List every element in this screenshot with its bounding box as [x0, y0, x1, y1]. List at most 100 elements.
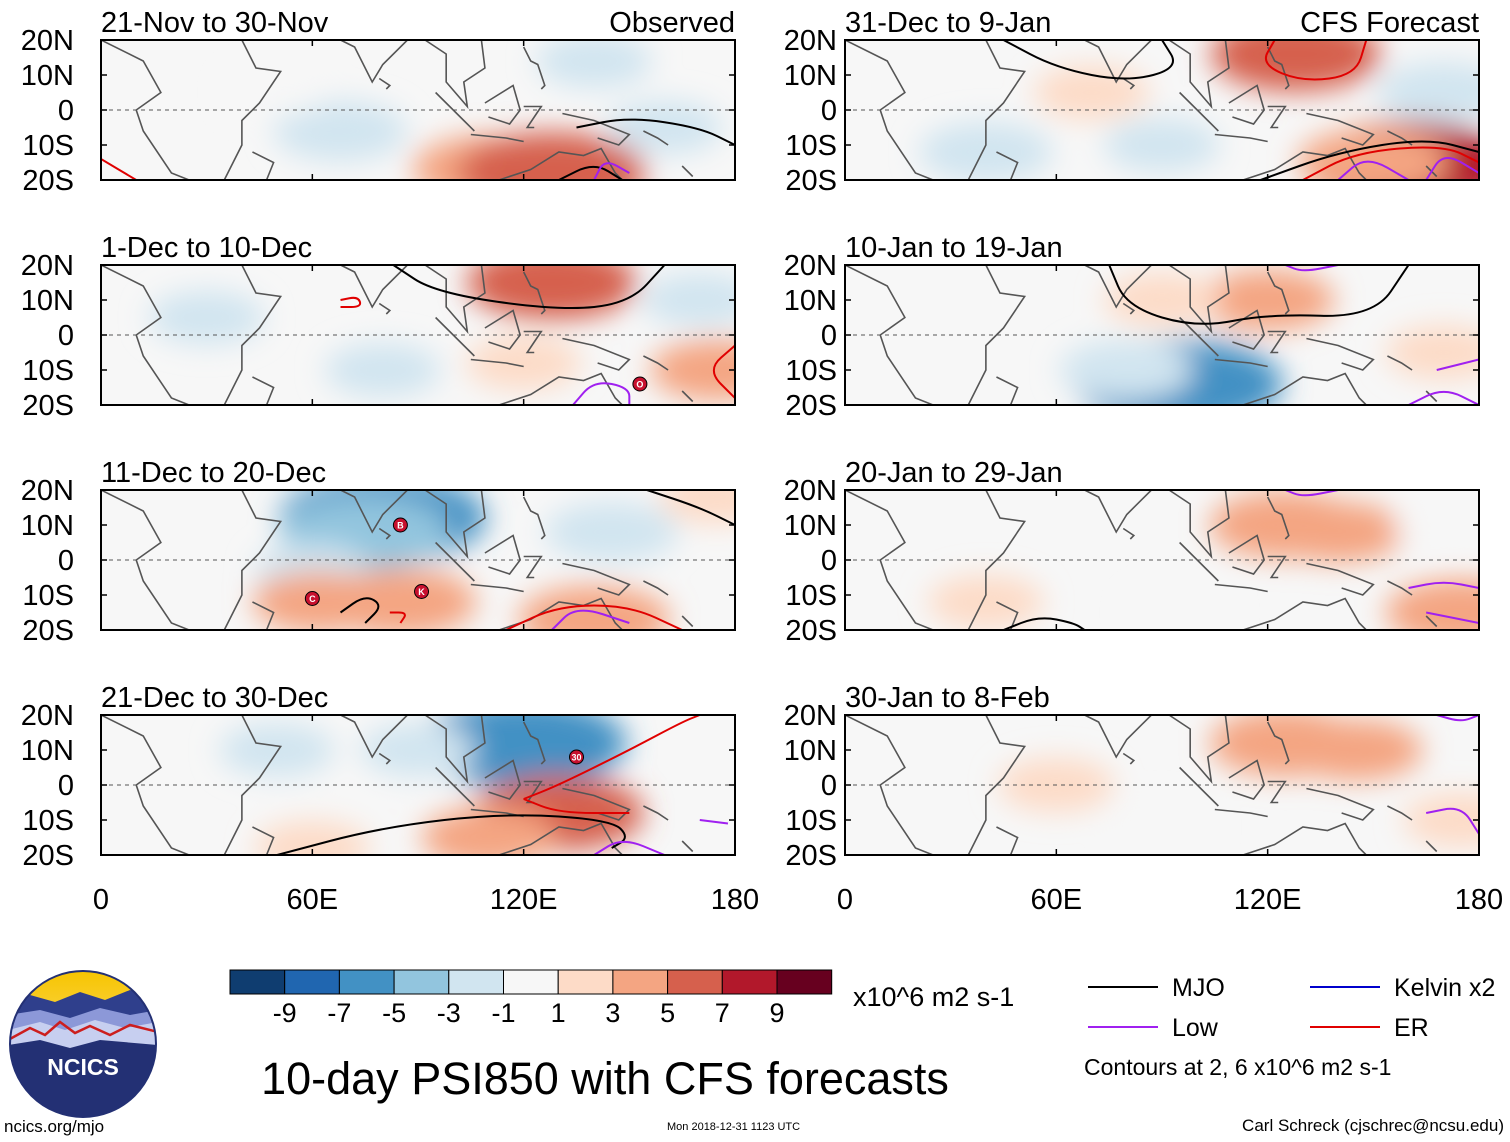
mjo-contour: [1108, 265, 1410, 325]
x-tick-label: 180: [1455, 884, 1503, 916]
x-tick-label: 180: [711, 884, 759, 916]
panel-period-label: 1-Dec to 10-Dec: [101, 232, 312, 264]
column-header: Observed: [609, 7, 735, 39]
anomaly-blob: [1104, 118, 1220, 172]
colorbar-swatch: [448, 969, 504, 995]
tc-label: B: [397, 521, 404, 531]
coastline: [1168, 490, 1230, 560]
colorbar-swatch: [393, 969, 450, 995]
er-contour: [1264, 40, 1368, 81]
coastline: [1179, 316, 1219, 357]
column-header: CFS Forecast: [1300, 7, 1479, 39]
coastline: [522, 721, 546, 765]
coastline: [378, 302, 392, 315]
colorbar-label: 5: [660, 998, 675, 1028]
coastline: [1122, 527, 1136, 540]
author-credit: Carl Schreck (cjschrec@ncsu.edu): [1242, 1116, 1504, 1135]
anomaly-blob: [650, 339, 735, 401]
coastline: [424, 715, 486, 785]
contour-note: Contours at 2, 6 x10^6 m2 s-1: [1084, 1054, 1391, 1080]
er-contour: [1302, 146, 1479, 180]
panel-period-label: 11-Dec to 20-Dec: [101, 457, 326, 489]
y-tick-label: 0: [821, 770, 837, 802]
panel-period-label: 10-Jan to 19-Jan: [845, 232, 1063, 264]
tropical-cyclone-marker[interactable]: B: [392, 517, 408, 533]
tc-label: K: [418, 587, 425, 597]
coastline: [1228, 759, 1266, 800]
anomaly-blob: [360, 723, 476, 777]
mjo-contour: [276, 814, 626, 855]
coastline: [1387, 355, 1413, 371]
y-tick-label: 20S: [22, 840, 74, 872]
colorbar-label: 3: [605, 998, 620, 1028]
coastline: [967, 40, 1027, 180]
y-tick-label: 20S: [785, 615, 837, 647]
legend-label: Kelvin x2: [1394, 974, 1495, 1002]
coastline: [643, 805, 669, 821]
x-tick-label: 120E: [1234, 884, 1302, 916]
coastline: [1267, 555, 1287, 579]
colorbar-swatch: [284, 969, 340, 995]
coastline: [1122, 302, 1136, 315]
er-contour: [389, 611, 406, 624]
anomaly-blob: [1130, 589, 1229, 630]
anomaly-blob: [1059, 339, 1194, 401]
y-tick-label: 20S: [22, 615, 74, 647]
colorbar-swatch: [776, 969, 833, 995]
panel-period-label: 20-Jan to 29-Jan: [845, 457, 1063, 489]
coastline: [562, 112, 631, 146]
coastline: [252, 601, 275, 630]
tc-label: O: [636, 380, 643, 390]
anomaly-blob: [148, 290, 265, 345]
coastline: [643, 580, 669, 596]
colorbar-label: 7: [715, 998, 730, 1028]
anomaly-blob: [1385, 578, 1479, 630]
coastline: [523, 555, 543, 579]
low-contour: [1337, 160, 1410, 180]
coastline: [498, 147, 623, 180]
tropical-cyclone-marker[interactable]: C: [304, 591, 320, 606]
coastline: [470, 133, 524, 143]
coastline: [1084, 715, 1152, 759]
y-tick-label: 20S: [22, 390, 74, 422]
coastline: [1266, 721, 1290, 765]
ncics-logo[interactable]: NCICS: [8, 970, 158, 1120]
coastline: [1306, 787, 1375, 821]
y-tick-label: 0: [58, 320, 74, 352]
tropical-cyclone-marker[interactable]: O: [632, 376, 648, 392]
tropical-cyclone-marker[interactable]: 30: [569, 749, 584, 765]
coastline: [643, 130, 669, 146]
colorbar-units: x10^6 m2 s-1: [853, 982, 1014, 1012]
coastline: [967, 715, 1027, 855]
y-tick-label: 10S: [785, 355, 837, 387]
coastline: [1084, 40, 1152, 84]
y-tick-label: 10S: [785, 580, 837, 612]
coastline: [845, 40, 934, 180]
mjo-contour: [576, 118, 735, 146]
coastline: [1242, 822, 1367, 855]
y-tick-label: 20S: [785, 840, 837, 872]
coastline: [498, 372, 623, 405]
y-tick-label: 0: [58, 545, 74, 577]
anomaly-blob: [465, 336, 582, 390]
y-tick-label: 20N: [784, 250, 837, 282]
coastline: [1168, 40, 1230, 110]
legend-label: ER: [1394, 1014, 1429, 1042]
anomaly-blob: [918, 121, 1053, 180]
timestamp: Mon 2018-12-31 1123 UTC: [667, 1121, 801, 1133]
ncics-url[interactable]: ncics.org/mjo: [4, 1117, 105, 1136]
anomaly-blob: [1385, 325, 1479, 380]
main-title: 10-day PSI850 with CFS forecasts: [261, 1053, 949, 1104]
coastline: [1214, 808, 1268, 818]
coastline: [1228, 309, 1266, 350]
coastline: [1306, 562, 1375, 596]
coastline: [562, 787, 631, 821]
colorbar-swatch: [503, 969, 559, 995]
tropical-cyclone-marker[interactable]: K: [414, 584, 430, 599]
y-tick-label: 10S: [22, 355, 74, 387]
